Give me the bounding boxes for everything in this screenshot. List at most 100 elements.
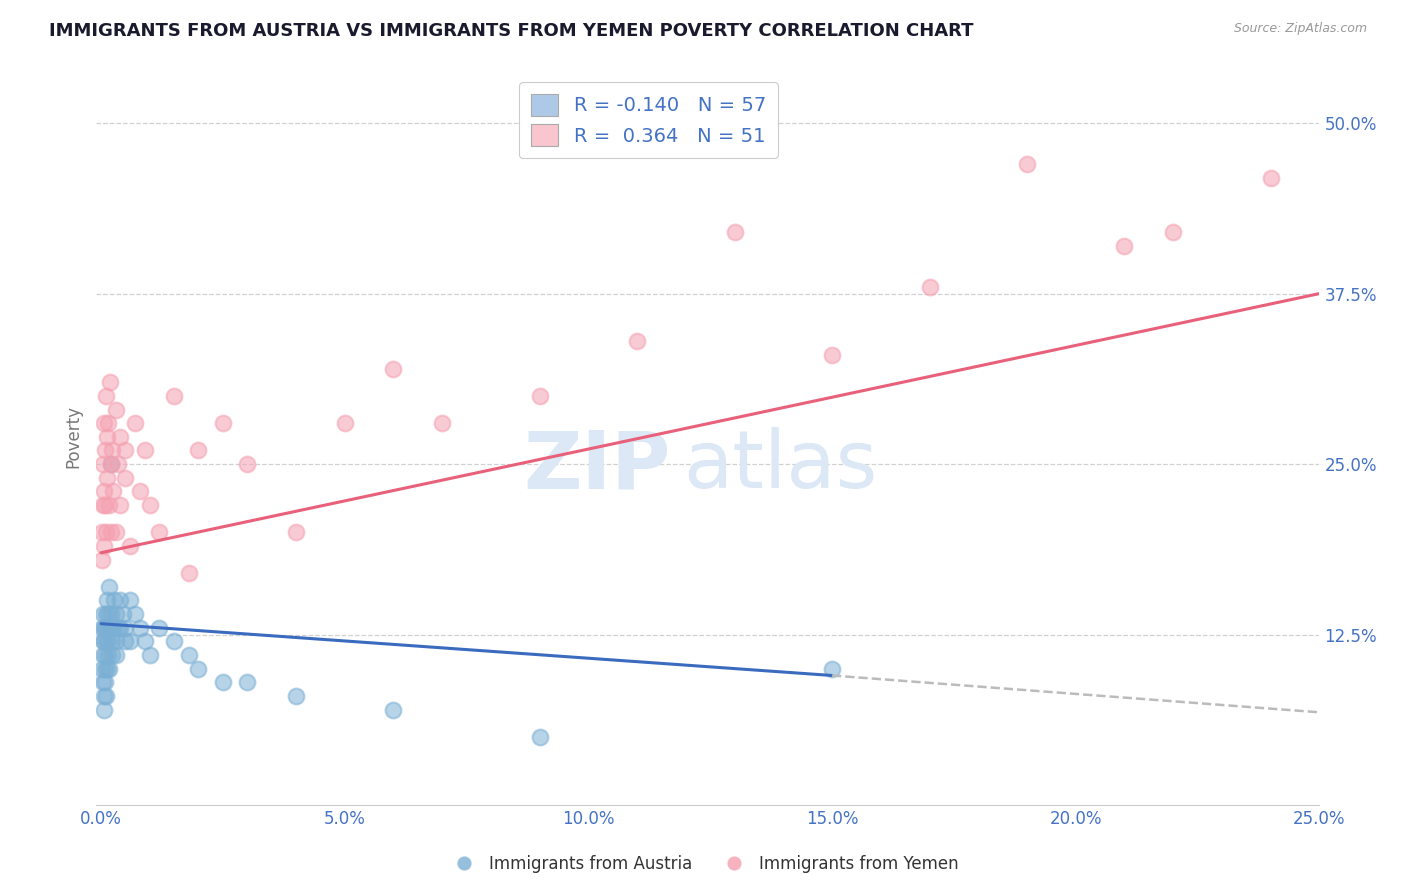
Point bbox=[918, 279, 941, 293]
Point bbox=[187, 662, 209, 676]
Legend: R = -0.140   N = 57, R =  0.364   N = 51: R = -0.140 N = 57, R = 0.364 N = 51 bbox=[519, 82, 778, 158]
Point bbox=[98, 376, 121, 390]
Point bbox=[134, 443, 156, 458]
Point bbox=[284, 525, 307, 540]
Point bbox=[100, 443, 122, 458]
Point bbox=[129, 484, 152, 499]
Text: ZIP: ZIP bbox=[524, 427, 671, 505]
Point bbox=[821, 662, 844, 676]
Point bbox=[110, 593, 132, 607]
Point bbox=[114, 621, 136, 635]
Point bbox=[177, 648, 200, 662]
Point bbox=[529, 389, 551, 403]
Point bbox=[120, 539, 142, 553]
Point bbox=[97, 498, 120, 512]
Point bbox=[148, 525, 170, 540]
Point bbox=[382, 361, 405, 376]
Point bbox=[111, 607, 134, 621]
Point bbox=[93, 607, 115, 621]
Point bbox=[138, 648, 160, 662]
Point bbox=[138, 498, 160, 512]
Point bbox=[124, 416, 146, 430]
Point bbox=[101, 648, 124, 662]
Point bbox=[120, 593, 142, 607]
Point bbox=[110, 621, 132, 635]
Point bbox=[211, 675, 233, 690]
Point bbox=[93, 539, 115, 553]
Point bbox=[97, 648, 120, 662]
Point bbox=[97, 607, 120, 621]
Point bbox=[1260, 170, 1282, 185]
Point bbox=[107, 457, 129, 471]
Point bbox=[94, 525, 117, 540]
Text: atlas: atlas bbox=[683, 427, 877, 505]
Point bbox=[1015, 157, 1038, 171]
Point bbox=[91, 621, 114, 635]
Point bbox=[110, 498, 132, 512]
Point bbox=[93, 457, 115, 471]
Point bbox=[98, 662, 121, 676]
Point bbox=[723, 225, 745, 239]
Point bbox=[129, 621, 152, 635]
Point bbox=[177, 566, 200, 581]
Point bbox=[1161, 225, 1184, 239]
Point bbox=[91, 552, 114, 566]
Point bbox=[187, 443, 209, 458]
Point bbox=[94, 621, 117, 635]
Point bbox=[100, 525, 122, 540]
Point bbox=[93, 675, 115, 690]
Point bbox=[94, 634, 117, 648]
Point bbox=[93, 484, 115, 499]
Point bbox=[97, 416, 120, 430]
Point bbox=[96, 621, 118, 635]
Point bbox=[114, 634, 136, 648]
Point bbox=[1114, 239, 1136, 253]
Point bbox=[93, 621, 115, 635]
Point bbox=[100, 457, 122, 471]
Point bbox=[104, 525, 127, 540]
Text: Source: ZipAtlas.com: Source: ZipAtlas.com bbox=[1233, 22, 1367, 36]
Point bbox=[124, 607, 146, 621]
Point bbox=[104, 607, 127, 621]
Point bbox=[94, 689, 117, 703]
Point bbox=[163, 389, 186, 403]
Point bbox=[97, 634, 120, 648]
Point bbox=[114, 471, 136, 485]
Point bbox=[96, 430, 118, 444]
Point bbox=[91, 634, 114, 648]
Point bbox=[97, 580, 120, 594]
Point bbox=[91, 648, 114, 662]
Point bbox=[91, 525, 114, 540]
Point bbox=[94, 607, 117, 621]
Point bbox=[96, 471, 118, 485]
Point bbox=[236, 457, 259, 471]
Text: IMMIGRANTS FROM AUSTRIA VS IMMIGRANTS FROM YEMEN POVERTY CORRELATION CHART: IMMIGRANTS FROM AUSTRIA VS IMMIGRANTS FR… bbox=[49, 22, 974, 40]
Point bbox=[91, 498, 114, 512]
Point bbox=[100, 457, 122, 471]
Point bbox=[94, 498, 117, 512]
Point bbox=[100, 607, 122, 621]
Point bbox=[93, 689, 115, 703]
Point bbox=[96, 593, 118, 607]
Point bbox=[236, 675, 259, 690]
Point bbox=[94, 443, 117, 458]
Legend: Immigrants from Austria, Immigrants from Yemen: Immigrants from Austria, Immigrants from… bbox=[440, 848, 966, 880]
Point bbox=[284, 689, 307, 703]
Point bbox=[626, 334, 648, 349]
Point bbox=[134, 634, 156, 648]
Point bbox=[91, 662, 114, 676]
Point bbox=[94, 675, 117, 690]
Point bbox=[430, 416, 453, 430]
Point bbox=[94, 662, 117, 676]
Y-axis label: Poverty: Poverty bbox=[65, 405, 82, 468]
Point bbox=[104, 648, 127, 662]
Point bbox=[120, 634, 142, 648]
Point bbox=[333, 416, 356, 430]
Point bbox=[98, 621, 121, 635]
Point bbox=[110, 430, 132, 444]
Point bbox=[148, 621, 170, 635]
Point bbox=[96, 662, 118, 676]
Point bbox=[94, 389, 117, 403]
Point bbox=[529, 730, 551, 744]
Point bbox=[103, 593, 125, 607]
